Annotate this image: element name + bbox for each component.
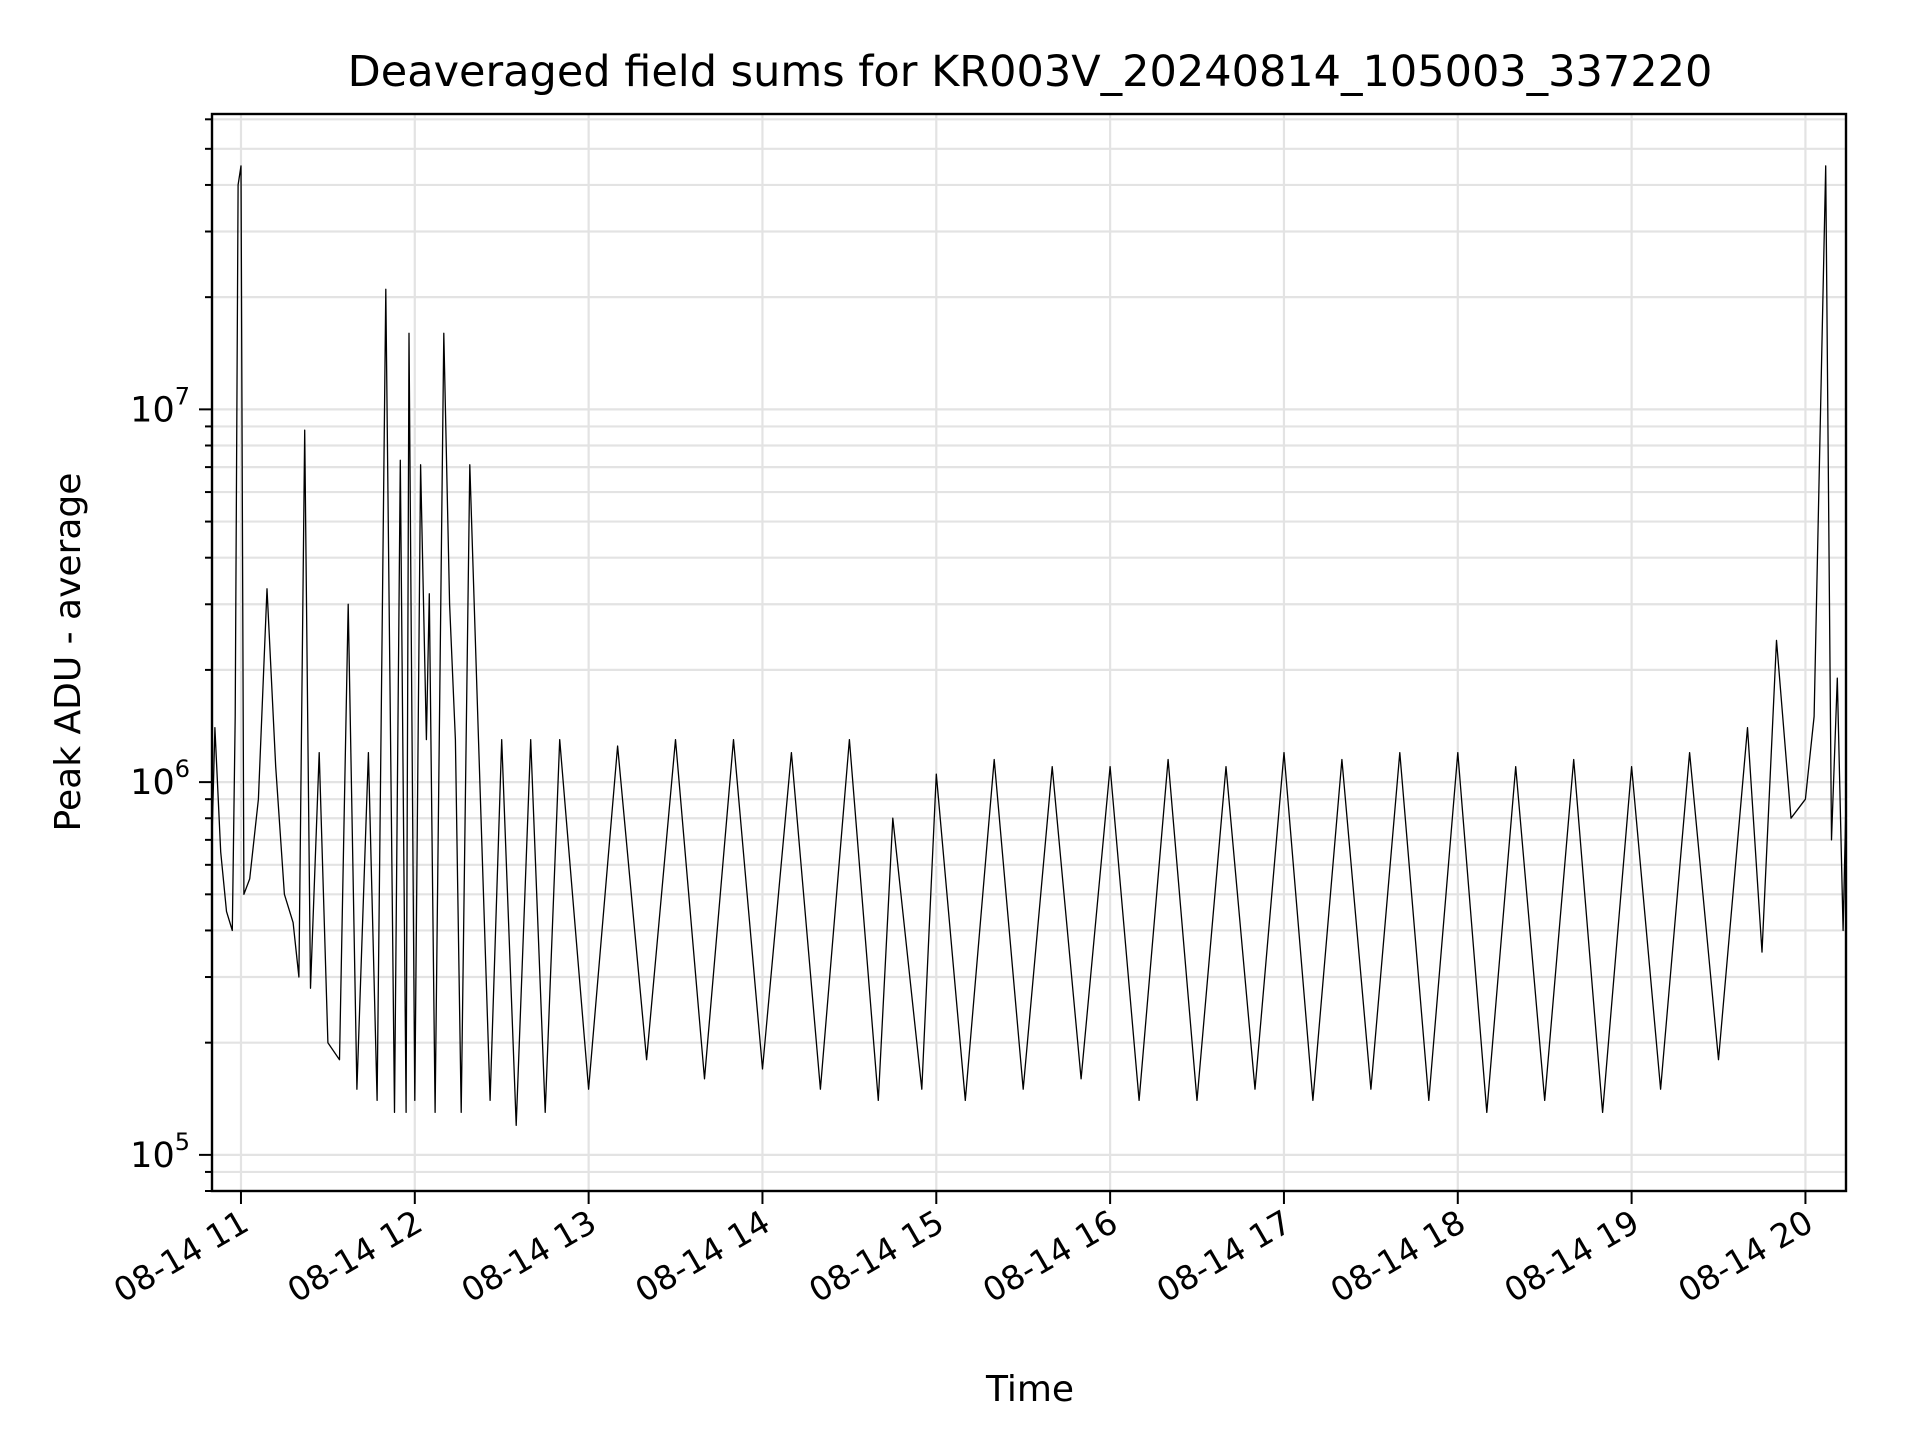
y-tick-label: 105 xyxy=(130,1128,190,1176)
y-tick-base: 10 xyxy=(130,1136,175,1176)
x-axis-label: Time xyxy=(985,1369,1074,1410)
plot-area-frame xyxy=(210,112,1848,1193)
y-tick-exponent: 7 xyxy=(175,382,190,410)
y-tick-base: 10 xyxy=(130,763,175,803)
data-series xyxy=(211,165,1847,1127)
y-tick-base: 10 xyxy=(130,390,175,430)
series-line xyxy=(211,165,1847,1127)
y-tick-exponent: 5 xyxy=(175,1128,190,1156)
y-tick-label: 107 xyxy=(130,382,190,430)
y-tick-label: 106 xyxy=(130,755,190,803)
y-axis-label: Peak ADU - average xyxy=(48,473,89,832)
y-tick-exponent: 6 xyxy=(175,755,190,783)
chart-title: Deaveraged field sums for KR003V_2024081… xyxy=(348,47,1713,97)
